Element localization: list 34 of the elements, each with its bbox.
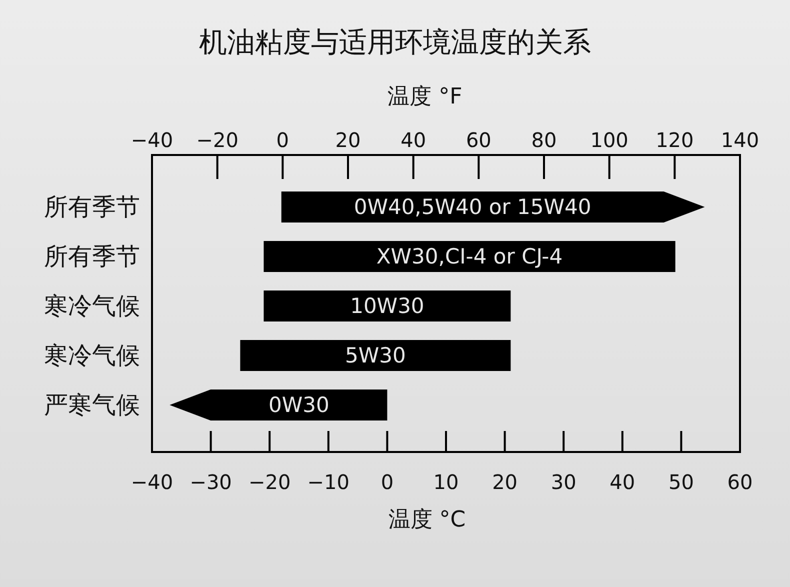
annotation: 0W30 [268,393,330,417]
xtick: 0 [380,470,394,494]
xlabel: 温度 °C [388,508,466,532]
x2tick: 20 [335,128,361,152]
x2tick: 60 [466,128,492,152]
category: 严寒气候 [44,391,140,419]
xtick: −30 [190,470,232,494]
xtick: 30 [550,470,576,494]
x2label: 温度 °F [388,84,462,110]
xtick: 10 [433,470,459,494]
xtick: −10 [307,470,350,494]
x2tick: 40 [400,128,426,152]
xtick: 50 [668,470,694,494]
annotation: 5W30 [345,344,406,368]
annotation: 10W30 [350,294,424,318]
x2tick: 0 [276,128,290,152]
x2tick: 100 [590,128,628,152]
category: 寒冷气候 [44,342,140,370]
x2tick: −40 [130,128,174,152]
xtick: 60 [727,470,753,494]
xtick: −20 [248,470,291,494]
xtick: 20 [492,470,518,494]
xtick: −40 [130,470,174,494]
title: 机油粘度与适用环境温度的关系 [199,26,591,58]
annotation: 0W40,5W40 or 15W40 [354,195,592,219]
category: 所有季节 [44,193,140,221]
annotation: XW30,CI-4 or CJ-4 [376,244,563,268]
x2tick: 140 [720,128,760,152]
category: 所有季节 [44,242,140,270]
x2tick: 80 [531,128,557,152]
category: 寒冷气候 [44,292,140,320]
xtick: 40 [610,470,636,494]
x2tick: 120 [656,128,694,152]
x2tick: −20 [196,128,238,152]
